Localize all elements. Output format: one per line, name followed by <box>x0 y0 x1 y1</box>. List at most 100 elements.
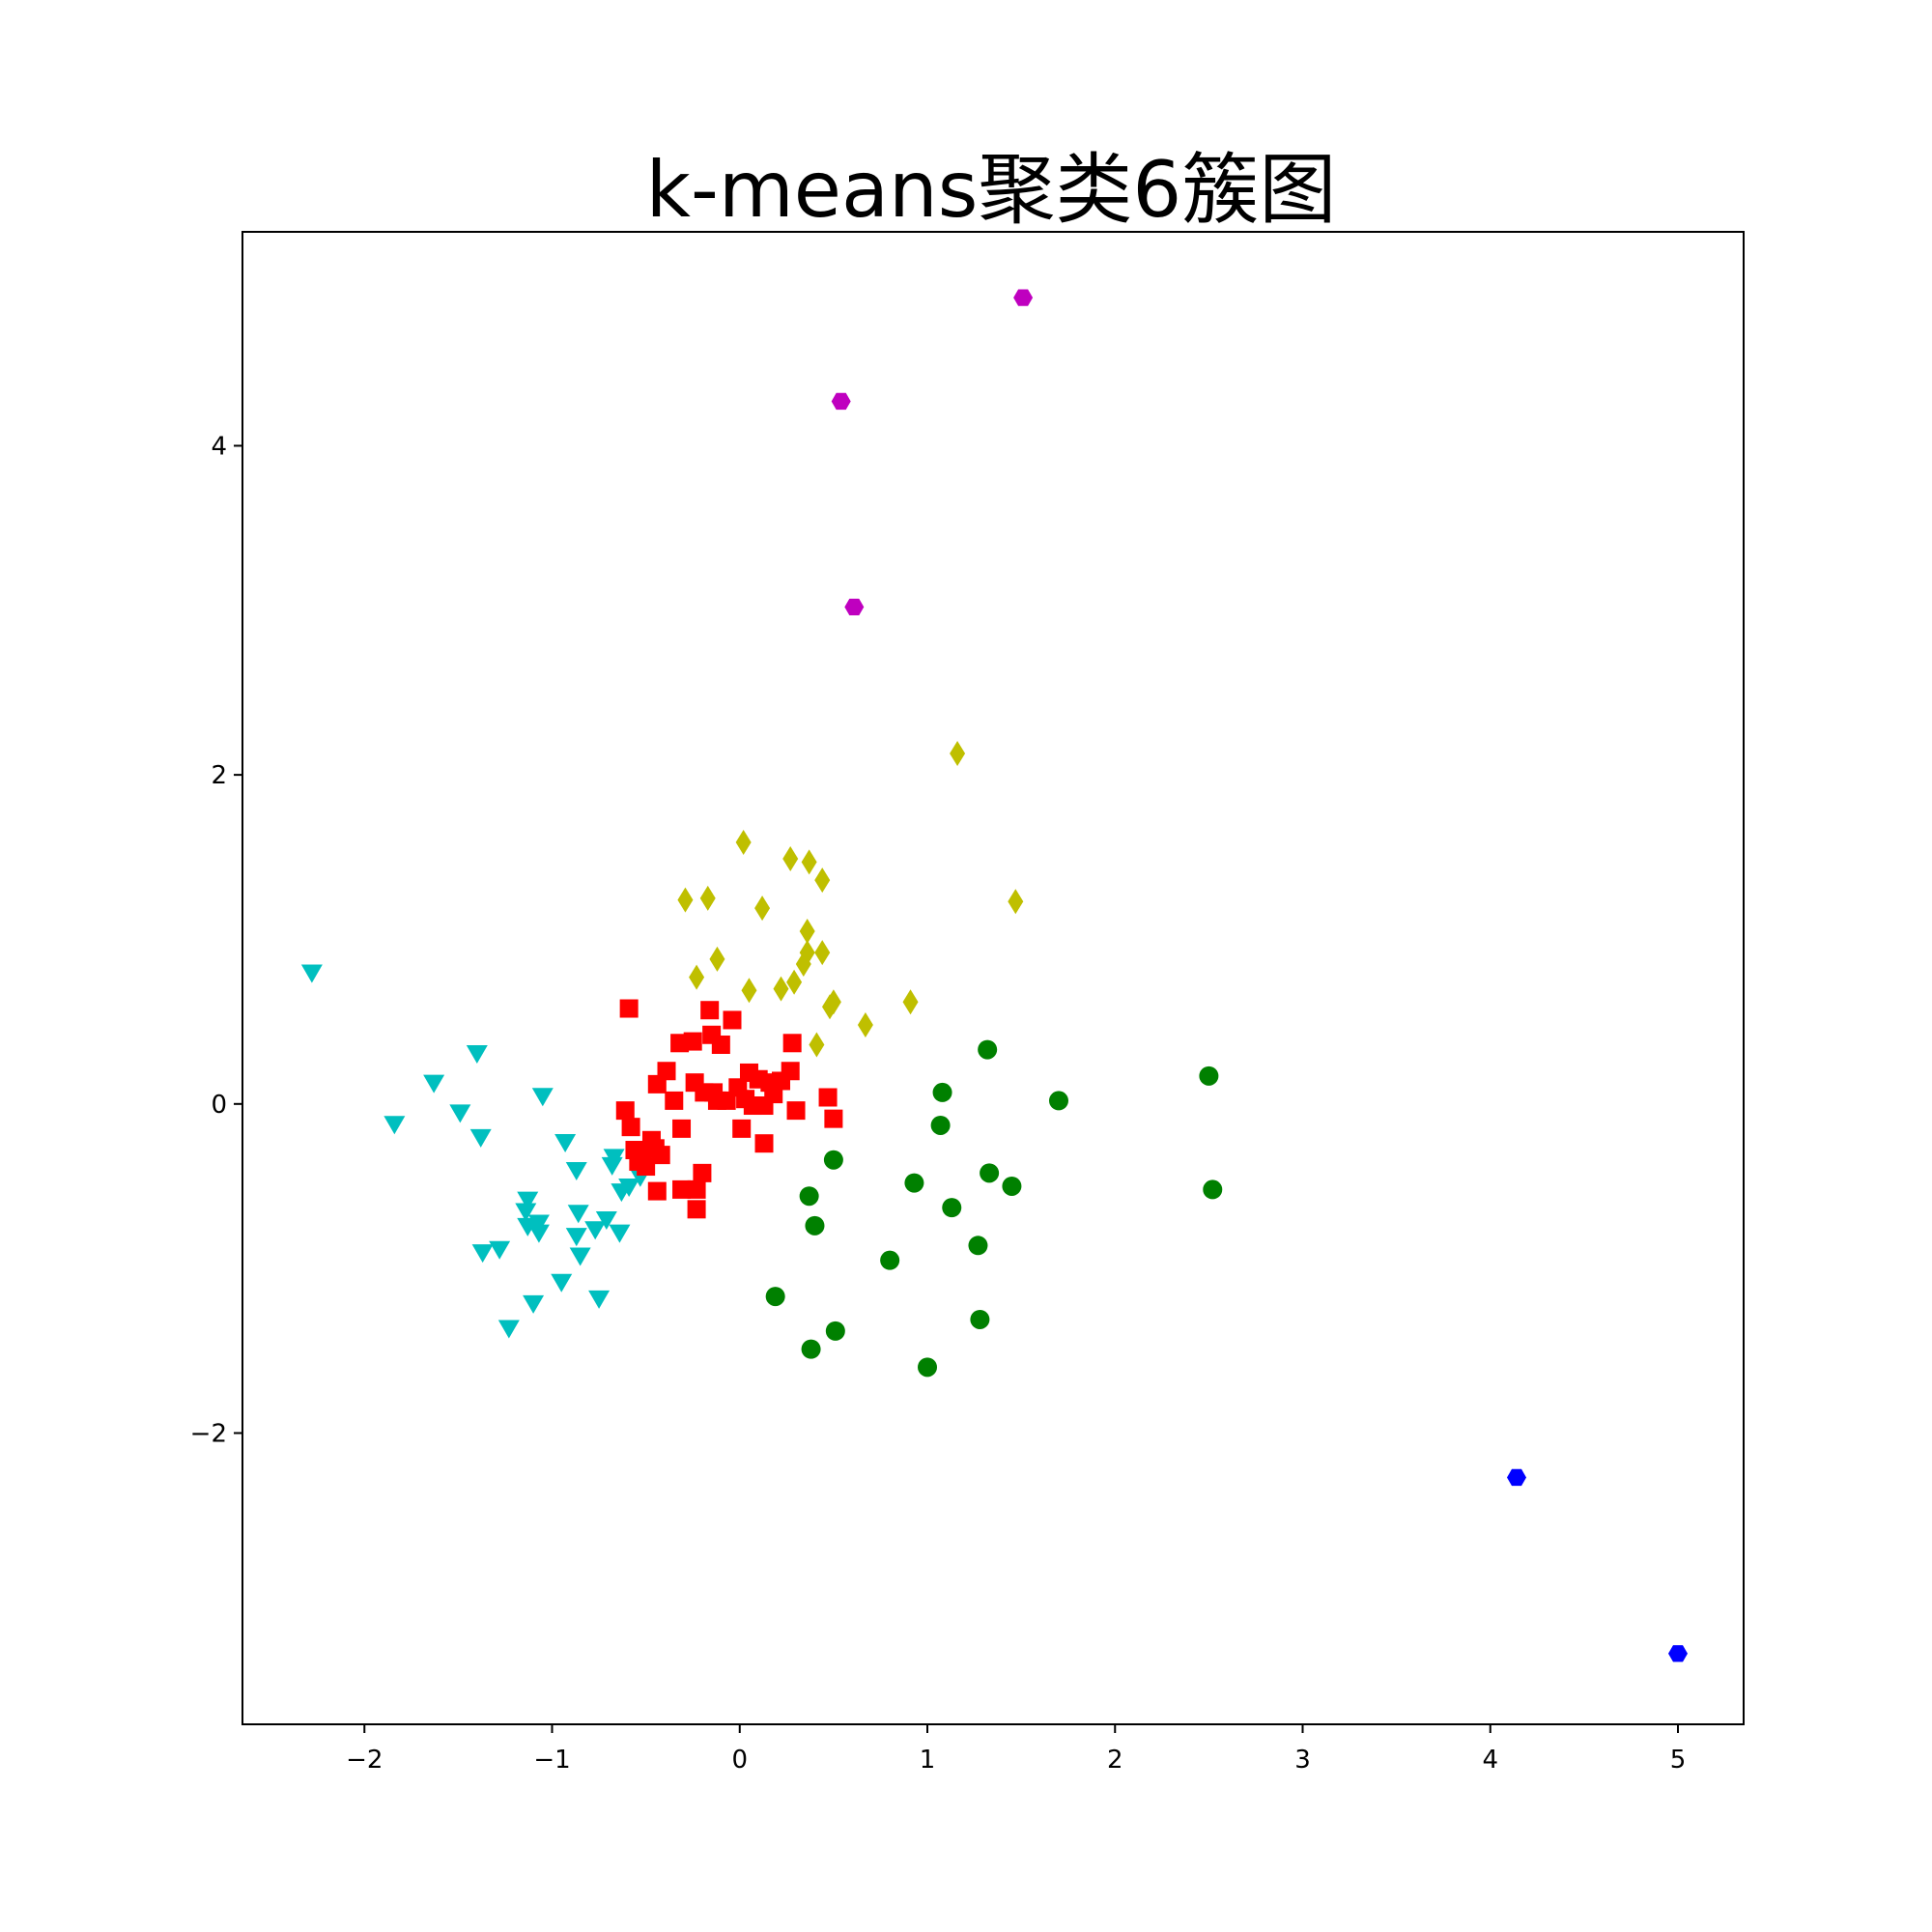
x-tick-label: 5 <box>1670 1746 1687 1775</box>
data-point-triangle-down <box>584 1221 607 1240</box>
data-point-triangle-down <box>489 1240 511 1260</box>
data-point-triangle-down <box>466 1045 488 1065</box>
x-tick-label: 3 <box>1294 1746 1311 1775</box>
data-point-circle <box>968 1236 988 1256</box>
data-point-square <box>824 1109 843 1128</box>
data-point-square <box>781 1062 800 1081</box>
data-point-square <box>621 1118 640 1137</box>
data-point-square <box>672 1119 692 1138</box>
y-tick-label: −2 <box>190 1419 227 1448</box>
data-point-triangle-down <box>515 1203 537 1222</box>
data-point-circle <box>930 1115 951 1135</box>
data-point-triangle-down <box>517 1191 539 1210</box>
data-point-triangle-down <box>601 1156 623 1176</box>
data-point-triangle-down <box>471 1244 494 1264</box>
data-point-square <box>782 1034 802 1053</box>
data-point-square <box>693 1163 712 1182</box>
data-point-triangle-down <box>531 1088 554 1107</box>
data-point-triangle-down <box>469 1128 492 1148</box>
data-point-triangle-down <box>384 1116 406 1135</box>
data-point-circle <box>978 1039 998 1060</box>
data-point-circle <box>942 1198 962 1218</box>
data-point-triangle-down <box>527 1214 550 1234</box>
data-point-circle <box>1199 1065 1219 1086</box>
data-point-triangle-down <box>523 1294 545 1314</box>
data-point-square <box>672 1179 692 1199</box>
x-tick-label: 4 <box>1482 1746 1498 1775</box>
data-point-diamond <box>1008 889 1024 915</box>
data-point-circle <box>823 1150 843 1170</box>
data-point-square <box>723 1010 742 1030</box>
data-point-diamond <box>754 895 771 922</box>
data-point-circle <box>1203 1179 1223 1200</box>
data-point-square <box>615 1101 635 1121</box>
x-tick-label: −1 <box>533 1746 570 1775</box>
data-point-triangle-down <box>595 1211 617 1231</box>
data-point-circle <box>980 1163 1000 1183</box>
data-point-square <box>700 1001 720 1020</box>
data-point-hexagon <box>1507 1468 1526 1487</box>
data-point-diamond <box>809 1032 825 1058</box>
x-tick-label: −2 <box>346 1746 383 1775</box>
chart-title: k-means聚类6簇图 <box>646 145 1337 235</box>
data-point-square <box>637 1157 656 1177</box>
data-point-diamond <box>699 885 716 911</box>
data-point-circle <box>880 1250 900 1270</box>
data-point-triangle-down <box>423 1074 445 1094</box>
data-point-triangle-down <box>567 1205 589 1224</box>
data-point-hexagon <box>1668 1645 1688 1662</box>
data-point-square <box>657 1062 676 1081</box>
data-point-diamond <box>741 978 757 1004</box>
data-point-circle <box>825 1321 845 1341</box>
x-tick-label: 1 <box>920 1746 936 1775</box>
data-point-circle <box>799 1186 819 1207</box>
data-point-circle <box>805 1215 825 1236</box>
data-point-triangle-down <box>300 964 323 983</box>
y-tick-label: 2 <box>211 761 227 790</box>
data-point-circle <box>970 1309 990 1329</box>
data-point-triangle-down <box>588 1290 611 1309</box>
data-point-square <box>687 1179 706 1199</box>
x-axis-ticks: −2 −1 0 1 2 3 4 5 <box>346 1724 1686 1775</box>
data-points <box>300 289 1688 1662</box>
data-point-triangle-down <box>554 1133 577 1152</box>
data-point-triangle-down <box>565 1228 587 1247</box>
data-point-square <box>711 1035 730 1054</box>
data-point-diamond <box>857 1012 873 1038</box>
data-point-diamond <box>801 849 817 875</box>
data-point-circle <box>918 1357 938 1378</box>
data-point-triangle-down <box>609 1224 631 1243</box>
data-point-diamond <box>814 940 831 966</box>
data-point-circle <box>1002 1176 1022 1196</box>
data-point-circle <box>1048 1091 1068 1111</box>
data-point-square <box>619 999 639 1018</box>
data-point-diamond <box>782 846 799 872</box>
data-point-circle <box>932 1082 952 1102</box>
data-point-square <box>732 1119 752 1138</box>
data-point-diamond <box>902 989 919 1015</box>
data-point-diamond <box>677 887 694 913</box>
data-point-square <box>754 1134 774 1153</box>
data-point-diamond <box>689 964 705 990</box>
data-point-hexagon <box>844 598 865 615</box>
data-point-diamond <box>773 976 789 1002</box>
data-point-diamond <box>709 946 725 972</box>
data-point-triangle-down <box>497 1320 520 1339</box>
plot-frame <box>242 231 1745 1725</box>
data-point-square <box>687 1200 706 1219</box>
data-point-square <box>818 1088 838 1107</box>
data-point-diamond <box>799 940 815 966</box>
data-point-triangle-down <box>569 1247 591 1266</box>
data-point-hexagon <box>831 392 851 411</box>
y-axis-ticks: −2 0 2 4 <box>190 432 242 1448</box>
data-point-diamond <box>799 918 815 944</box>
data-point-square <box>651 1146 670 1165</box>
x-tick-label: 2 <box>1107 1746 1123 1775</box>
data-point-triangle-down <box>449 1104 471 1123</box>
data-point-circle <box>765 1287 785 1307</box>
data-point-square <box>683 1032 702 1051</box>
data-point-diamond <box>735 829 752 855</box>
data-point-diamond <box>825 989 841 1015</box>
